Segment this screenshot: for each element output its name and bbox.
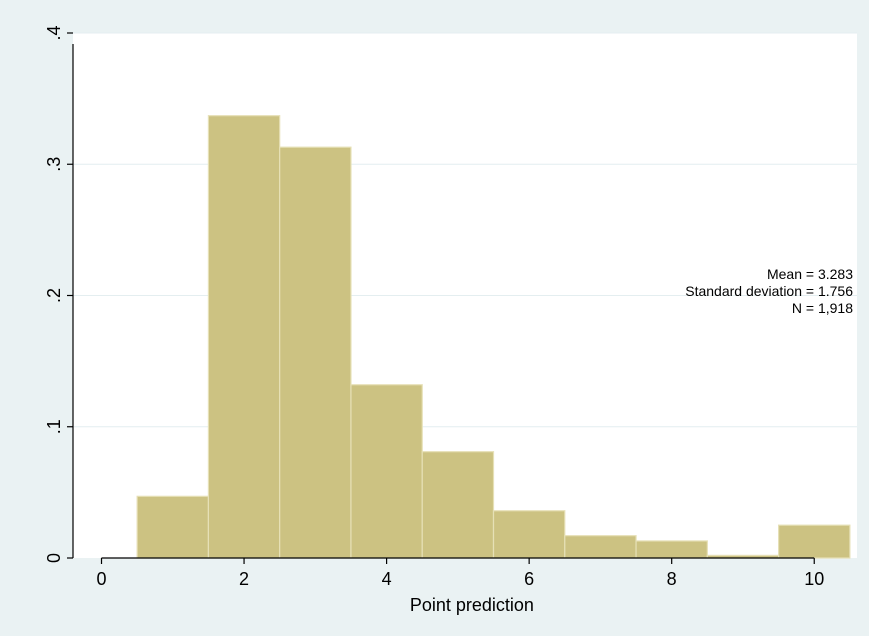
x-tick-label: 8 — [667, 569, 677, 589]
y-tick-label: .3 — [44, 157, 64, 172]
histogram-bar — [207, 115, 281, 559]
y-axis-ticks: 0 .1 .2 .3 .4 — [44, 25, 73, 563]
x-tick-label: 0 — [97, 569, 107, 589]
y-tick-label: 0 — [44, 553, 64, 563]
histogram-bar — [279, 146, 352, 559]
histogram-bar — [492, 510, 566, 559]
x-tick-label: 10 — [804, 569, 824, 589]
summary-statistics: Mean = 3.283 Standard deviation = 1.756 … — [685, 266, 853, 316]
histogram-bar — [350, 384, 423, 559]
x-axis-ticks: 0 2 4 6 8 10 — [97, 558, 824, 589]
x-tick-label: 2 — [239, 569, 249, 589]
x-tick-label: 6 — [524, 569, 534, 589]
y-tick-label: .2 — [44, 288, 64, 303]
histogram-bar — [136, 495, 210, 559]
y-tick-label: .4 — [44, 25, 64, 40]
stat-mean: Mean = 3.283 — [767, 266, 853, 282]
histogram-bar — [564, 535, 637, 559]
grid-lines — [73, 32, 857, 428]
stat-n: N = 1,918 — [792, 300, 853, 316]
histogram-bar — [421, 451, 495, 559]
x-tick-label: 4 — [382, 569, 392, 589]
histogram-bar — [777, 524, 851, 559]
y-tick-label: .1 — [44, 419, 64, 434]
histogram-bar — [635, 540, 708, 559]
x-axis-title: Point prediction — [410, 595, 534, 615]
stat-standard-deviation: Standard deviation = 1.756 — [685, 283, 853, 299]
